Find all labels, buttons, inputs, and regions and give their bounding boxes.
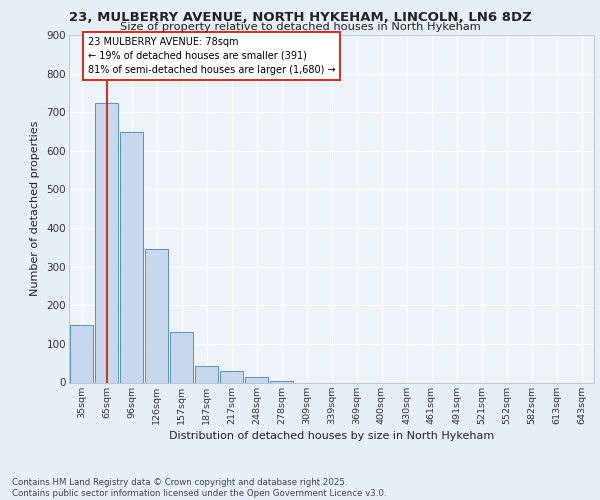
Bar (95, 102, 118, 382)
Bar (70, 324, 93, 382)
Text: Contains HM Land Registry data © Crown copyright and database right 2025.
Contai: Contains HM Land Registry data © Crown c… (12, 478, 386, 498)
Bar (220, 371, 243, 382)
Text: Size of property relative to detached houses in North Hykeham: Size of property relative to detached ho… (119, 22, 481, 32)
Bar (145, 250, 168, 382)
Bar (195, 366, 218, 382)
X-axis label: Distribution of detached houses by size in North Hykeham: Distribution of detached houses by size … (169, 430, 494, 440)
Bar (170, 332, 193, 382)
Bar (270, 380, 293, 382)
Bar (245, 378, 268, 382)
Y-axis label: Number of detached properties: Number of detached properties (29, 121, 40, 296)
Bar (120, 132, 143, 382)
Text: 23 MULBERRY AVENUE: 78sqm
← 19% of detached houses are smaller (391)
81% of semi: 23 MULBERRY AVENUE: 78sqm ← 19% of detac… (88, 37, 335, 75)
Text: 23, MULBERRY AVENUE, NORTH HYKEHAM, LINCOLN, LN6 8DZ: 23, MULBERRY AVENUE, NORTH HYKEHAM, LINC… (68, 11, 532, 24)
